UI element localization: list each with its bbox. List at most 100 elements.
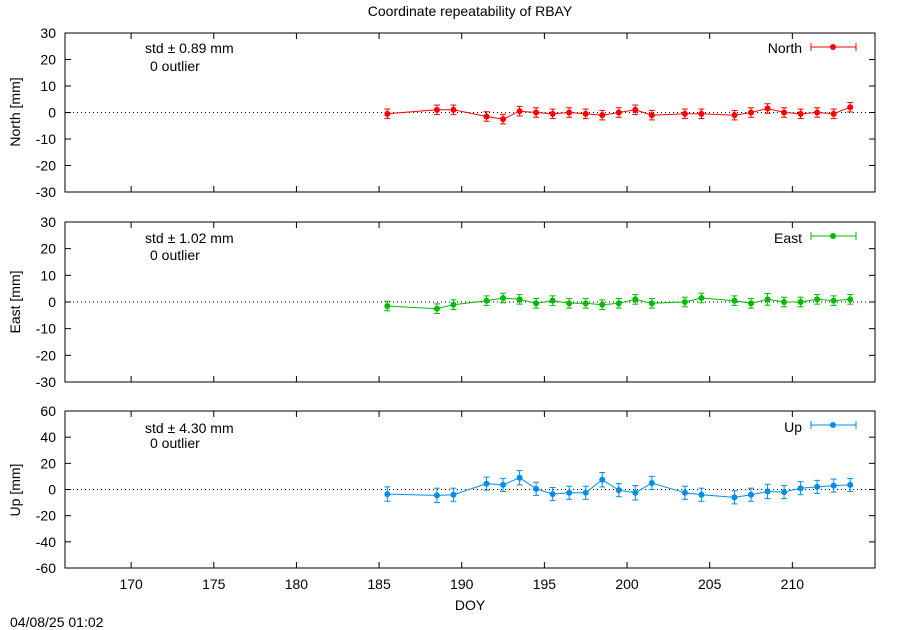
east-data-point [533, 300, 540, 307]
north-data-point [764, 105, 771, 112]
east-y-tick-label: 30 [40, 214, 56, 230]
north-y-tick-label: 20 [40, 52, 56, 68]
up-legend-symbol [810, 421, 857, 429]
east-std-text: std ± 1.02 mm [145, 230, 234, 246]
east-data-point [830, 297, 837, 304]
north-data-point [483, 113, 490, 120]
east-data-point [599, 301, 606, 308]
north-data-point [648, 112, 655, 119]
north-y-tick-label: -10 [36, 131, 56, 147]
x-tick-label: 170 [119, 576, 143, 592]
east-data-point [450, 301, 457, 308]
up-data-point [847, 481, 854, 488]
east-data-point [748, 300, 755, 307]
up-data-point [797, 485, 804, 492]
up-y-tick-label: 0 [48, 482, 56, 498]
up-data-point [566, 489, 573, 496]
x-axis-label: DOY [455, 597, 486, 613]
up-std-text: std ± 4.30 mm [145, 420, 234, 436]
x-tick-label: 175 [202, 576, 226, 592]
x-tick-label: 195 [533, 576, 557, 592]
east-data-point [566, 300, 573, 307]
east-y-tick-label: 20 [40, 241, 56, 257]
north-data-point [847, 104, 854, 111]
north-data-point [698, 110, 705, 117]
x-tick-label: 180 [285, 576, 309, 592]
east-data-point [731, 297, 738, 304]
east-legend-label: East [774, 230, 802, 246]
up-data-point [781, 489, 788, 496]
north-y-tick-label: 0 [48, 105, 56, 121]
up-data-point [533, 485, 540, 492]
north-data-point [582, 110, 589, 117]
x-tick-label: 200 [615, 576, 639, 592]
east-data-point [384, 303, 391, 309]
x-tick-label: 210 [781, 576, 805, 592]
chart-title: Coordinate repeatability of RBAY [368, 3, 573, 19]
east-y-tick-label: 0 [48, 294, 56, 310]
north-data-point [516, 108, 523, 115]
up-y-tick-label: 40 [40, 429, 56, 445]
up-data-point [748, 491, 755, 498]
up-data-point [764, 488, 771, 495]
panel-east: East [mm] std ± 1.02 mm 0 outlier East -… [7, 214, 876, 390]
panel-up: Up [mm] std ± 4.30 mm 0 outlier Up -60 -4… [7, 403, 876, 576]
north-data-point [433, 106, 440, 113]
up-data-point [500, 481, 507, 488]
north-data-point [748, 109, 755, 116]
east-data-point [615, 300, 622, 307]
up-data-point [632, 489, 639, 496]
north-data-point [814, 109, 821, 116]
east-data-point [648, 300, 655, 307]
north-data-point [599, 112, 606, 119]
north-y-tick-label: 10 [40, 78, 56, 94]
up-data-point [433, 492, 440, 499]
east-data-point [433, 305, 440, 312]
north-data-point [830, 110, 837, 117]
north-data-point [566, 109, 573, 116]
up-data-point [599, 476, 606, 483]
east-data-point [681, 299, 688, 305]
east-data-point [814, 296, 821, 303]
up-y-tick-label: -20 [36, 508, 56, 524]
up-data-point [830, 482, 837, 489]
north-legend-symbol [810, 43, 857, 51]
up-data-point [731, 494, 738, 501]
x-tick-label: 185 [367, 576, 391, 592]
timestamp: 04/08/25 01:02 [10, 614, 104, 630]
north-y-tick-label: -20 [36, 158, 56, 174]
north-outlier-text: 0 outlier [150, 58, 200, 74]
up-outlier-text: 0 outlier [150, 435, 200, 451]
east-legend-symbol [810, 232, 857, 240]
east-data-point [781, 299, 788, 305]
east-data-point [764, 296, 771, 303]
up-data-point [814, 483, 821, 490]
north-legend-label: North [768, 40, 802, 56]
up-y-tick-label: 60 [40, 403, 56, 419]
east-data-point [516, 296, 523, 303]
east-data-point [797, 299, 804, 305]
north-std-text: std ± 0.89 mm [145, 40, 234, 56]
north-y-tick-label: 30 [40, 25, 56, 41]
x-tick-label: 190 [450, 576, 474, 592]
north-data-point [781, 109, 788, 116]
east-y-tick-label: -10 [36, 321, 56, 337]
east-data-point [582, 300, 589, 307]
north-y-axis-label: North [mm] [7, 77, 23, 146]
up-data-point [516, 474, 523, 481]
north-data-point [731, 112, 738, 119]
north-data-point [681, 110, 688, 117]
east-data-point [500, 295, 507, 301]
east-y-tick-label: 10 [40, 267, 56, 283]
panel-north: North [mm] std ± 0.89 mm 0 outlier North… [7, 25, 876, 200]
east-outlier-text: 0 outlier [150, 247, 200, 263]
east-y-tick-label: -20 [36, 347, 56, 363]
up-y-tick-label: 20 [40, 455, 56, 471]
up-y-axis-label: Up [mm] [7, 464, 23, 517]
east-data-point [847, 296, 854, 303]
up-data-point [698, 491, 705, 498]
east-data-point [549, 297, 556, 304]
north-data-point [450, 106, 457, 113]
up-data-point [483, 480, 490, 487]
